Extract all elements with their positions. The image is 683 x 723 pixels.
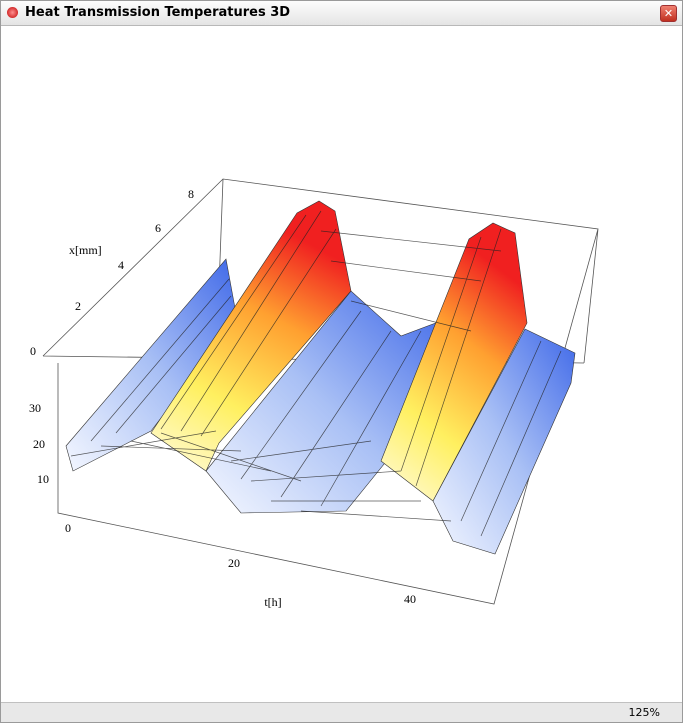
temperature-tick-label: 30 [29,401,41,415]
temperature-tick-label: 10 [37,472,49,486]
surface-ridge [150,200,352,472]
x-tick-label: 8 [188,187,194,201]
x-tick-label: 0 [30,344,36,358]
x-axis-label: x[mm] [69,243,102,257]
t-tick-label: 0 [65,521,71,535]
x-tick-label: 4 [118,258,124,272]
surface-mesh [70,210,562,537]
close-button[interactable]: ✕ [660,5,677,22]
temperature-tick-label: 20 [33,437,45,451]
t-tick-label: 20 [228,556,240,570]
t-axis-label: t[h] [264,595,281,609]
status-bar: 125% [1,702,682,722]
surface-patch [432,328,576,555]
x-tick-label: 6 [155,221,161,235]
app-icon [7,7,18,18]
window-title: Heat Transmission Temperatures 3D [25,5,291,20]
x-tick-label: 2 [75,299,81,313]
t-tick-label: 40 [404,592,416,606]
title-bar: Heat Transmission Temperatures 3D ✕ [1,1,682,26]
zoom-level[interactable]: 125% [628,706,660,719]
plot-3d: x[mm] 0 2 4 6 8 10 20 30 0 20 40 t[h] [29,178,599,609]
